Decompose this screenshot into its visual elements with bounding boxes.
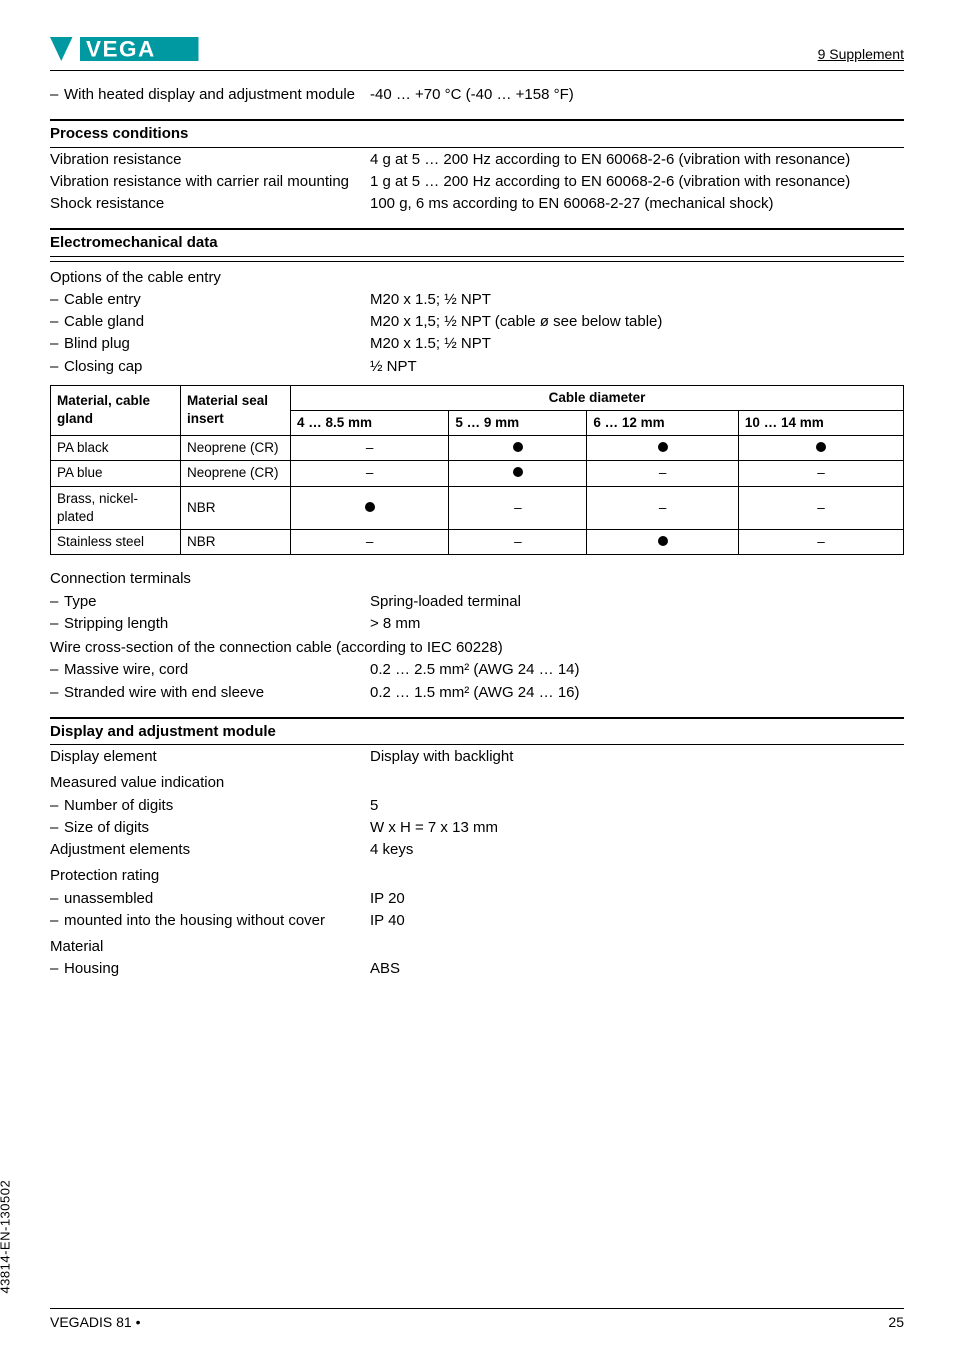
row-value: IP 40 [370, 911, 904, 931]
row-value: M20 x 1,5; ½ NPT (cable ø see below tabl… [370, 312, 904, 332]
table-cell [449, 436, 587, 461]
row-label: mounted into the housing without cover [64, 912, 325, 929]
th-material-cable-gland: Material, cable gland [51, 385, 181, 435]
row-label: Blind plug [64, 335, 130, 352]
table-cell: – [738, 486, 903, 529]
row-label: Adjustment elements [50, 841, 190, 858]
table-cell: NBR [181, 486, 291, 529]
row-value: ½ NPT [370, 357, 904, 377]
row-label: Massive wire, cord [64, 661, 188, 678]
material-subhead: Material [50, 937, 904, 957]
row-label: Housing [64, 960, 119, 977]
row-value: > 8 mm [370, 614, 904, 634]
row-label: Shock resistance [50, 195, 164, 212]
row-value: M20 x 1.5; ½ NPT [370, 334, 904, 354]
row-value: M20 x 1.5; ½ NPT [370, 290, 904, 310]
table-cell: – [587, 486, 739, 529]
row-value: 100 g, 6 ms according to EN 60068-2-27 (… [370, 194, 904, 214]
th-material-seal-insert: Material seal insert [181, 385, 291, 435]
process-conditions-heading: Process conditions [50, 119, 904, 147]
table-cell: NBR [181, 530, 291, 555]
brand-logo: VEGA [50, 34, 200, 64]
protection-rating-subhead: Protection rating [50, 866, 904, 886]
table-cell [587, 436, 739, 461]
display-module-heading: Display and adjustment module [50, 717, 904, 745]
table-cell: Neoprene (CR) [181, 461, 291, 486]
row-value: IP 20 [370, 889, 904, 909]
row-label: Type [64, 593, 97, 610]
th-diameter-range: 6 … 12 mm [587, 410, 739, 435]
table-cell [291, 486, 449, 529]
row-value: ABS [370, 959, 904, 979]
row-value: 5 [370, 796, 904, 816]
row-label: Stripping length [64, 615, 168, 632]
table-cell: – [291, 436, 449, 461]
header-section-label: 9 Supplement [818, 45, 904, 64]
table-cell: – [449, 486, 587, 529]
measured-value-subhead: Measured value indication [50, 773, 904, 793]
table-cell: Neoprene (CR) [181, 436, 291, 461]
row-value: 4 keys [370, 840, 904, 860]
heated-display-label: With heated display and adjustment modul… [64, 86, 355, 103]
row-label: Display element [50, 748, 157, 765]
electro-subhead: Options of the cable entry [50, 268, 904, 288]
table-cell: – [738, 530, 903, 555]
row-value: 1 g at 5 … 200 Hz according to EN 60068-… [370, 172, 904, 192]
table-cell: PA black [51, 436, 181, 461]
th-diameter-range: 5 … 9 mm [449, 410, 587, 435]
row-label: Closing cap [64, 358, 142, 375]
page-footer: VEGADIS 81 • 25 [50, 1308, 904, 1332]
table-cell: – [291, 461, 449, 486]
table-cell: – [291, 530, 449, 555]
row-value: 0.2 … 2.5 mm² (AWG 24 … 14) [370, 660, 904, 680]
heated-display-value: -40 … +70 °C (-40 … +158 °F) [370, 85, 904, 105]
row-label: Cable gland [64, 313, 144, 330]
page-header: VEGA 9 Supplement [50, 34, 904, 71]
row-value: Display with backlight [370, 747, 904, 767]
table-cell [449, 461, 587, 486]
table-cell: – [587, 461, 739, 486]
row-label: Cable entry [64, 291, 141, 308]
wire-cross-section-line: Wire cross-section of the connection cab… [50, 638, 904, 658]
table-cell: Stainless steel [51, 530, 181, 555]
row-label: Number of digits [64, 797, 173, 814]
side-doc-id: 43814-EN-130502 [0, 1180, 14, 1294]
cable-gland-table: Material, cable gland Material seal inse… [50, 385, 904, 556]
table-cell [587, 530, 739, 555]
row-label: Stranded wire with end sleeve [64, 684, 264, 701]
row-value: W x H = 7 x 13 mm [370, 818, 904, 838]
row-label: Vibration resistance [50, 151, 181, 168]
th-cable-diameter: Cable diameter [291, 385, 904, 410]
row-value: Spring-loaded terminal [370, 592, 904, 612]
svg-text:VEGA: VEGA [86, 37, 156, 62]
table-cell: – [449, 530, 587, 555]
table-cell: – [738, 461, 903, 486]
table-cell: PA blue [51, 461, 181, 486]
row-value: 0.2 … 1.5 mm² (AWG 24 … 16) [370, 683, 904, 703]
electro-heading: Electromechanical data [50, 228, 904, 256]
row-value: 4 g at 5 … 200 Hz according to EN 60068-… [370, 150, 904, 170]
th-diameter-range: 10 … 14 mm [738, 410, 903, 435]
footer-left: VEGADIS 81 • [50, 1313, 141, 1332]
heated-display-row: –With heated display and adjustment modu… [50, 85, 904, 105]
row-label: unassembled [64, 890, 153, 907]
th-diameter-range: 4 … 8.5 mm [291, 410, 449, 435]
row-label: Size of digits [64, 819, 149, 836]
table-cell: Brass, nickel-plated [51, 486, 181, 529]
table-cell [738, 436, 903, 461]
connection-terminals-subhead: Connection terminals [50, 569, 904, 589]
footer-page-number: 25 [888, 1313, 904, 1332]
row-label: Vibration resistance with carrier rail m… [50, 173, 349, 190]
